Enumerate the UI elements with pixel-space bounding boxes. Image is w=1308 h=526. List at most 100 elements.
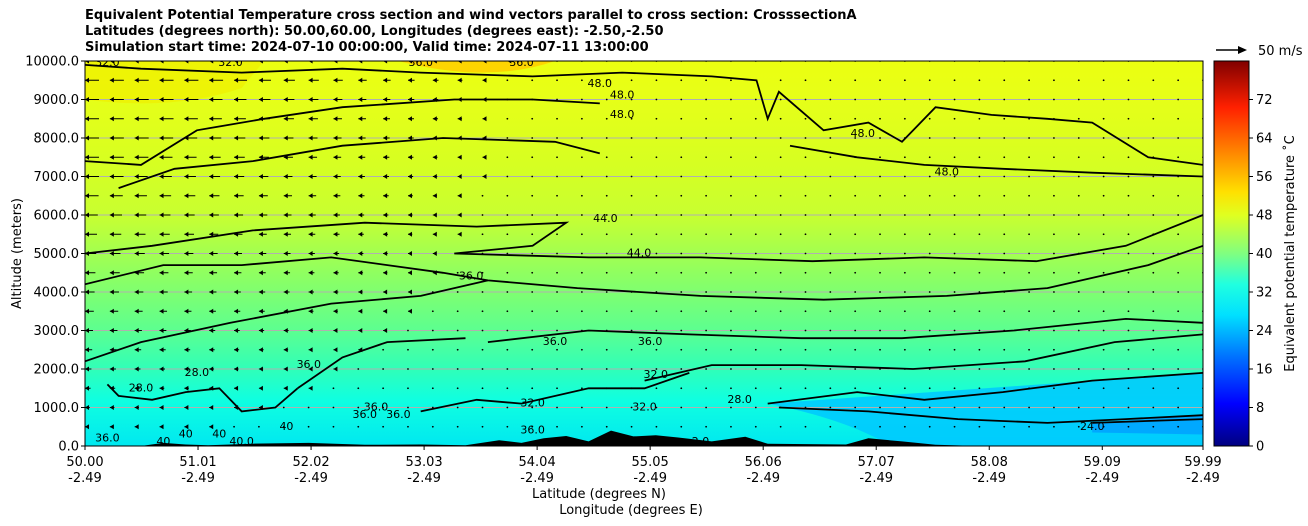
wind-vector [1127, 214, 1130, 216]
wind-vector [1003, 194, 1006, 197]
wind-vector [730, 271, 732, 274]
wind-vector-head [407, 212, 412, 218]
wind-vector-head [184, 154, 189, 160]
wind-vector-head [109, 405, 114, 410]
wind-vector [456, 291, 459, 293]
wind-vector [804, 425, 807, 428]
wind-vector-head [457, 116, 462, 122]
wind-vector [705, 425, 708, 428]
wind-vector-head [209, 328, 214, 333]
wind-vector [854, 233, 857, 236]
wind-vector [754, 368, 757, 370]
wind-vector [1003, 310, 1006, 313]
wind-vector [804, 175, 807, 178]
wind-vector [779, 329, 782, 332]
wind-vector [829, 348, 832, 351]
wind-vector [1053, 252, 1055, 255]
wind-vector [605, 387, 608, 390]
wind-vector [978, 175, 981, 178]
wind-vector [903, 156, 906, 159]
wind-vector [730, 194, 732, 197]
wind-vector [879, 175, 881, 178]
wind-vector [829, 175, 832, 178]
wind-vector [1028, 137, 1030, 139]
wind-vector-head [209, 97, 214, 102]
wind-vector [481, 387, 484, 390]
wind-vector [1028, 387, 1030, 390]
wind-vector [705, 98, 708, 101]
wind-vector [556, 117, 558, 120]
wind-vector-head [333, 289, 338, 295]
wind-vector [506, 368, 509, 370]
x-tick-label-lon: -2.49 [407, 471, 441, 486]
wind-vector [1077, 406, 1080, 409]
wind-vector [506, 329, 509, 332]
wind-vector [655, 368, 658, 370]
wind-vector [630, 368, 633, 370]
wind-vector-head [258, 97, 263, 102]
wind-vector-head [134, 328, 139, 333]
wind-vector [680, 137, 683, 139]
wind-vector [879, 156, 881, 159]
wind-vector [953, 271, 956, 274]
wind-vector-head [184, 97, 189, 102]
wind-vector [1028, 117, 1030, 120]
wind-vector [1028, 194, 1030, 197]
wind-vector [1003, 156, 1006, 159]
wind-vector [1003, 214, 1006, 216]
wind-vector-head [209, 154, 214, 160]
wind-vector [879, 348, 881, 351]
wind-vector [506, 425, 509, 428]
wind-vector [481, 194, 484, 197]
colorbar-tick-label: 0 [1256, 440, 1264, 455]
wind-vector [903, 137, 906, 139]
wind-vector [531, 175, 534, 178]
wind-vector [879, 291, 881, 293]
wind-vector [1053, 368, 1055, 370]
wind-vector [779, 137, 782, 139]
wind-vector [531, 79, 534, 82]
wind-vector [605, 252, 608, 255]
wind-vector-head [308, 174, 313, 179]
wind-vector [705, 406, 708, 409]
wind-vector [1053, 271, 1055, 274]
wind-vector [680, 175, 683, 178]
wind-vector-head [85, 77, 89, 83]
wind-vector [1127, 194, 1130, 197]
wind-vector [928, 79, 931, 82]
wind-vector-head [258, 174, 263, 179]
wind-vector [655, 175, 658, 178]
wind-vector [357, 368, 360, 370]
wind-vector [580, 194, 583, 197]
x-tick-label-lat: 51.01 [179, 455, 216, 470]
wind-vector [928, 175, 931, 178]
wind-vector-head [358, 77, 363, 83]
wind-vector [1053, 387, 1055, 390]
wind-vector [879, 117, 881, 120]
wind-vector [779, 271, 782, 274]
wind-vector [680, 117, 683, 120]
wind-vector [854, 310, 857, 313]
wind-vector [953, 137, 956, 139]
x-axis-label-lat: Latitude (degrees N) [532, 487, 666, 502]
wind-vector-head [333, 193, 338, 199]
wind-vector-head [333, 97, 338, 102]
wind-vector [506, 406, 509, 409]
wind-vector-head [85, 61, 89, 64]
wind-vector [1077, 233, 1080, 236]
wind-vector [879, 214, 881, 216]
wind-vector [655, 310, 658, 313]
wind-vector-head [184, 270, 189, 276]
wind-vector [730, 406, 732, 409]
wind-vector-head [258, 116, 263, 122]
contour-label: 48.0 [851, 127, 876, 140]
wind-vector [1177, 156, 1180, 159]
wind-vector-head [209, 61, 214, 64]
wind-vector [978, 98, 981, 101]
wind-vector [1177, 194, 1180, 197]
wind-vector [580, 252, 583, 255]
x-tick-label-lon: -2.49 [294, 471, 328, 486]
wind-vector [779, 406, 782, 409]
wind-vector [506, 98, 509, 101]
wind-vector [680, 425, 683, 428]
